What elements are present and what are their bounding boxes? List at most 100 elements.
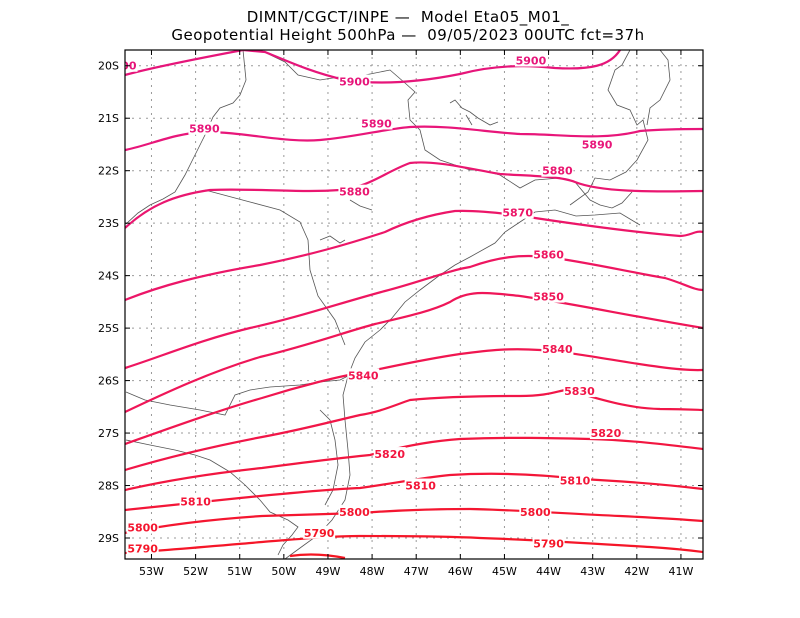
coastline: [125, 50, 247, 225]
contour-label-background: [360, 116, 393, 130]
contour-label-background: [559, 473, 592, 487]
contour-labels: 900 5900 5900 5890 5890 5890 5880 5880 5870 5860 5…: [114, 53, 622, 556]
reservoir: [449, 99, 499, 126]
reservoir: [349, 199, 373, 211]
contour-label-background: [188, 121, 221, 135]
contour-label-background: [563, 384, 596, 398]
contour-line-5870: [125, 209, 703, 302]
contour-label-5810: 5810: [180, 495, 211, 508]
lat-tick-label: 23S: [98, 217, 119, 230]
lon-tick-label: 41W: [669, 565, 694, 578]
contour-line-5790: [125, 534, 703, 555]
contour-label-5820: 5820: [591, 427, 622, 440]
contour-label-background: [589, 426, 622, 440]
lon-tick-label: 47W: [404, 565, 429, 578]
contour-label-background: [404, 478, 437, 492]
contour-label-5800: 5800: [127, 522, 158, 535]
contour-label-background: [581, 137, 614, 151]
contour-label-5890: 5890: [582, 138, 613, 151]
lon-tick-label: 46W: [448, 565, 473, 578]
coastline: [284, 209, 641, 559]
state-border: [569, 50, 649, 206]
contour-label-background: [125, 58, 138, 72]
contour-label-background: [338, 504, 371, 518]
lat-tick-label: 22S: [98, 165, 119, 178]
contour-line-5820: [125, 436, 703, 492]
contour-label-5860: 5860: [533, 249, 564, 262]
contour-label-5800: 5800: [520, 506, 551, 519]
contour-label-background: [532, 536, 565, 550]
contour-line-5840: [125, 348, 703, 446]
contour-label-background: [347, 368, 380, 382]
contour-line-5780-fragment: [289, 553, 346, 559]
contour-line-5860: [125, 254, 703, 370]
contour-label-5830: 5830: [564, 385, 595, 398]
contour-label-background: [338, 184, 371, 198]
lat-tick-label: 25S: [98, 322, 119, 335]
contour-label-5900: 5900: [339, 75, 370, 88]
contour-line-5830: [125, 388, 703, 472]
contour-label-background: [514, 53, 547, 67]
contour-line-5800: [125, 507, 703, 535]
contour-label-background: [179, 494, 212, 508]
lat-tick-label: 27S: [98, 427, 119, 440]
lon-tick-label: 44W: [536, 565, 561, 578]
contour-label-background: [126, 520, 159, 534]
contour-label-background: [519, 504, 552, 518]
contour-label-5890: 5890: [361, 117, 392, 130]
state-border: [125, 439, 299, 556]
contour-label-background: [501, 205, 534, 219]
contour-line-5880: [125, 161, 703, 229]
contour-label-5900: 900: [114, 60, 137, 73]
lon-tick-label: 53W: [139, 565, 164, 578]
contour-label-background: [541, 342, 574, 356]
contour-label-5850: 5850: [533, 291, 564, 304]
state-border: [204, 189, 346, 346]
contour-label-5790: 5790: [304, 527, 335, 540]
contour-line-5850: [125, 291, 703, 413]
contour-label-5880: 5880: [542, 165, 573, 178]
lat-tick-label: 26S: [98, 375, 119, 388]
map-frame: [124, 49, 704, 560]
lon-tick-label: 51W: [227, 565, 252, 578]
contour-label-background: [126, 541, 159, 555]
contour-label-5900: 5900: [516, 54, 547, 67]
contour-label-background: [338, 74, 371, 88]
reservoir: [319, 235, 346, 244]
map-title-line-1: DIMNT/CGCT/INPE — Model Eta05_M01_: [246, 8, 570, 26]
contour-label-5840: 5840: [542, 343, 573, 356]
contour-label-5880: 5880: [339, 186, 370, 199]
lat-tick-label: 24S: [98, 270, 119, 283]
lat-tick-label: 29S: [98, 532, 119, 545]
lon-tick-label: 45W: [492, 565, 517, 578]
contour-label-background: [373, 447, 406, 461]
contour-label-background: [541, 163, 574, 177]
contour-label-5810: 5810: [405, 480, 436, 493]
contour-label-5820: 5820: [374, 448, 405, 461]
contour-line-5900: [125, 50, 621, 84]
contour-label-5790: 5790: [533, 537, 564, 550]
contour-label-background: [532, 247, 565, 261]
coastline-and-borders: [125, 50, 671, 559]
contour-label-5800: 5800: [339, 506, 370, 519]
contour-label-5810: 5810: [560, 474, 591, 487]
lat-tick-label: 28S: [98, 480, 119, 493]
lat-tick-label: 21S: [98, 112, 119, 125]
contour-label-5870: 5870: [502, 207, 533, 220]
lon-tick-label: 43W: [580, 565, 605, 578]
lat-tick-label: 20S: [98, 60, 119, 73]
lagoon: [319, 409, 339, 506]
contour-label-background: [532, 289, 565, 303]
lon-tick-label: 49W: [316, 565, 341, 578]
contour-label-5890: 5890: [189, 123, 220, 136]
axis-ticks: 20S 21S 22S 23S 24S 25S 26S 27S 28S 29S 53W 52W 51W 5…: [98, 50, 703, 578]
contour-label-5790: 5790: [127, 543, 158, 556]
contour-label-background: [303, 525, 336, 539]
state-border: [646, 50, 671, 126]
lon-tick-label: 42W: [624, 565, 649, 578]
lon-tick-label: 48W: [360, 565, 385, 578]
contour-label-5840: 5840: [348, 369, 379, 382]
lon-tick-label: 52W: [183, 565, 208, 578]
lon-tick-label: 50W: [271, 565, 296, 578]
